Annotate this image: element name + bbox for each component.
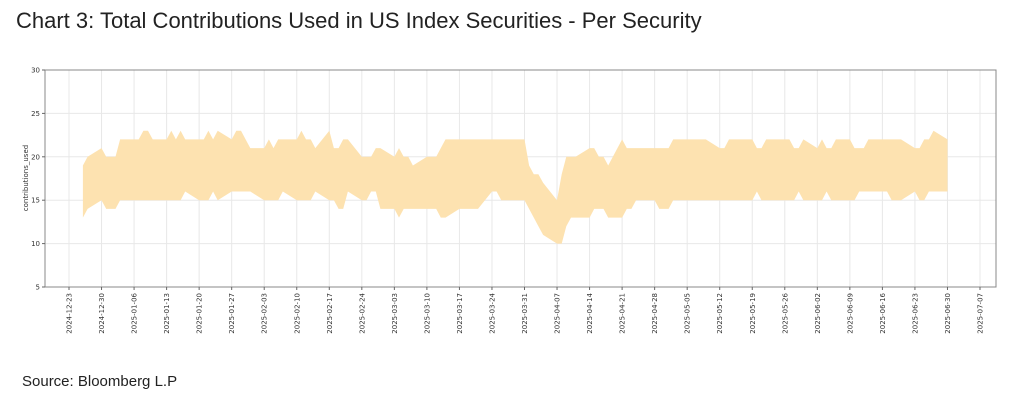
x-tick-label: 2025-06-30 (944, 293, 952, 334)
x-tick-label: 2025-07-07 (977, 293, 985, 334)
x-tick-label: 2025-04-28 (651, 293, 659, 334)
x-tick-label: 2025-01-27 (228, 293, 236, 334)
y-tick-label: 25 (31, 110, 40, 118)
x-tick-label: 2025-06-02 (814, 293, 822, 334)
x-tick-label: 2025-02-17 (326, 293, 334, 334)
y-axis-ticks: 5 10 15 20 25 30 (31, 67, 45, 292)
x-tick-label: 2025-04-21 (619, 293, 627, 334)
x-tick-label: 2025-03-03 (391, 293, 399, 334)
y-axis-label: contributions_used (22, 145, 30, 211)
x-tick-label: 2025-05-26 (781, 292, 789, 333)
x-tick-label: 2025-06-23 (911, 293, 919, 334)
chart-title: Chart 3: Total Contributions Used in US … (16, 8, 702, 33)
source-note: Source: Bloomberg L.P (22, 373, 178, 390)
x-tick-label: 2025-01-20 (196, 293, 204, 334)
x-tick-label: 2025-04-14 (586, 292, 594, 333)
x-tick-label: 2025-04-07 (554, 293, 562, 334)
x-tick-label: 2025-01-06 (131, 292, 139, 333)
x-tick-label: 2025-05-05 (684, 293, 692, 334)
x-tick-label: 2025-05-19 (749, 293, 757, 334)
x-tick-label: 2025-03-24 (488, 292, 496, 333)
x-tick-label: 2025-06-16 (879, 292, 887, 333)
y-tick-label: 15 (31, 197, 40, 205)
y-tick-label: 20 (31, 153, 40, 161)
x-tick-label: 2025-06-09 (846, 293, 854, 334)
contributions-range-band (82, 130, 948, 244)
x-tick-label: 2024-12-23 (66, 293, 74, 334)
area-chart: 5 10 15 20 25 30 2024-12-23 2024-12-30 2025-01-… (22, 67, 997, 334)
x-tick-label: 2025-02-03 (261, 293, 269, 334)
plot-frame (44, 69, 997, 288)
x-tick-label: 2025-02-10 (293, 293, 301, 334)
y-tick-label: 5 (36, 284, 40, 292)
x-tick-label: 2025-03-17 (456, 293, 464, 334)
x-tick-label: 2025-03-31 (521, 293, 529, 334)
x-axis-ticks: 2024-12-23 2024-12-30 2025-01-06 2025-01-13… (66, 287, 985, 334)
x-tick-label: 2025-03-10 (423, 293, 431, 334)
x-tick-label: 2025-02-24 (358, 292, 366, 333)
y-tick-label: 30 (31, 67, 40, 75)
x-tick-label: 2025-05-12 (716, 293, 724, 334)
x-tick-label: 2024-12-30 (98, 293, 106, 334)
x-tick-label: 2025-01-13 (163, 293, 171, 334)
y-tick-label: 10 (31, 240, 40, 248)
